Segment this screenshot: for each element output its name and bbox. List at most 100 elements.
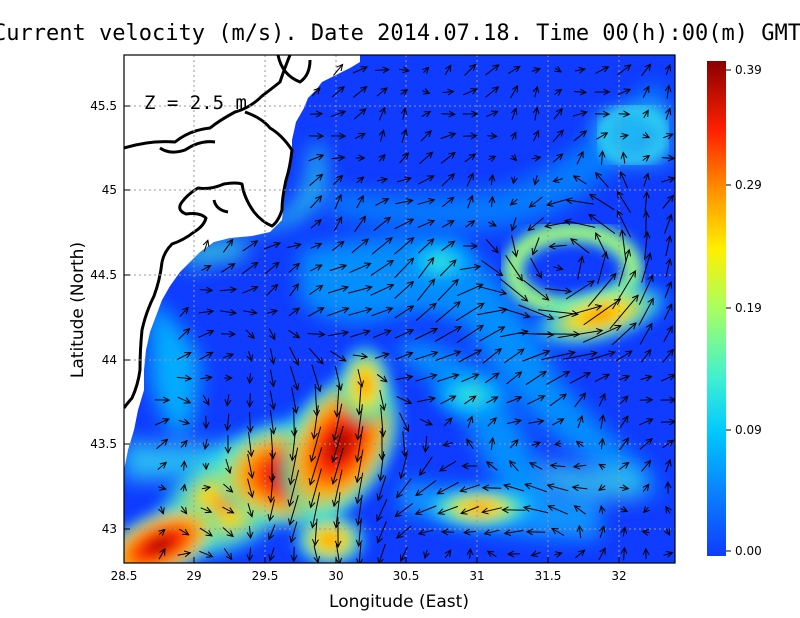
depth-label: Z = 2.5 m (144, 92, 247, 114)
velocity-arrow (358, 494, 363, 525)
velocity-arrow (533, 237, 540, 254)
map-title: Current velocity (m/s). Date 2014.07.18.… (0, 21, 800, 46)
velocity-arrow (535, 108, 537, 121)
velocity-arrow (336, 543, 339, 563)
velocity-arrow (574, 393, 586, 408)
velocity-arrow (380, 451, 383, 480)
velocity-arrow (440, 153, 455, 164)
velocity-arrow (538, 309, 578, 314)
colorbar-scale (707, 61, 726, 556)
velocity-arrow (420, 131, 431, 142)
velocity-arrow (665, 259, 670, 278)
velocity-arrow (356, 196, 364, 209)
velocity-arrow (464, 531, 476, 532)
colorbar: 0.39 0.29 0.19 0.09 0.00 (707, 61, 762, 558)
velocity-arrow (525, 371, 546, 386)
velocity-arrow (199, 550, 212, 556)
velocity-arrow (663, 134, 673, 137)
colorbar-tick-label: 0.29 (735, 178, 762, 192)
velocity-arrow (548, 485, 569, 492)
velocity-arrow (178, 420, 189, 423)
velocity-arrow (445, 550, 450, 559)
velocity-arrow (491, 175, 492, 186)
velocity-arrow (645, 232, 648, 260)
velocity-arrow (378, 108, 384, 121)
velocity-arrow (310, 244, 322, 249)
velocity-arrow (309, 265, 322, 272)
velocity-arrow (642, 86, 649, 98)
velocity-arrow (487, 136, 496, 137)
velocity-arrow (376, 373, 387, 381)
x-tick-label: 29.5 (252, 569, 279, 583)
velocity-arrow (518, 304, 554, 319)
velocity-arrow (291, 521, 298, 543)
velocity-arrow (477, 309, 507, 316)
velocity-arrow (403, 431, 405, 457)
velocity-arrow (552, 419, 563, 426)
velocity-arrow (221, 264, 234, 273)
velocity-arrow (378, 475, 387, 500)
velocity-arrow (638, 299, 653, 326)
velocity-arrow (327, 332, 348, 336)
y-tick-label: 44.5 (90, 268, 117, 282)
velocity-arrow (506, 420, 521, 423)
velocity-arrow (264, 262, 279, 274)
velocity-arrow (292, 427, 297, 461)
velocity-arrow (271, 429, 273, 458)
velocity-arrow (353, 109, 365, 120)
velocity-arrow (357, 472, 364, 504)
velocity-arrow (485, 87, 499, 98)
velocity-arrow (509, 440, 518, 449)
velocity-arrow (416, 480, 437, 496)
velocity-arrow (375, 199, 389, 206)
velocity-arrow (402, 130, 406, 143)
velocity-arrow (506, 397, 522, 404)
velocity-arrow (645, 192, 647, 212)
velocity-arrow (505, 255, 523, 280)
velocity-arrow (441, 221, 454, 228)
velocity-arrow (660, 375, 675, 382)
velocity-arrow (179, 308, 188, 317)
velocity-arrow (348, 287, 372, 294)
velocity-arrow (333, 65, 342, 76)
velocity-arrow (415, 303, 436, 321)
velocity-arrow (553, 179, 563, 182)
velocity-arrow (488, 551, 497, 558)
velocity-arrow (269, 524, 276, 540)
velocity-arrow (270, 348, 273, 364)
velocity-arrow (397, 478, 412, 498)
x-tick-label: 32 (611, 569, 626, 583)
velocity-arrow (620, 509, 628, 512)
velocity-arrow (510, 461, 519, 472)
velocity-arrow (349, 263, 370, 274)
velocity-arrow (181, 506, 186, 513)
velocity-arrow (158, 549, 165, 560)
velocity-arrow (376, 179, 387, 181)
velocity-arrow (156, 439, 168, 450)
velocity-arrow (601, 415, 603, 429)
velocity-arrow (315, 518, 317, 546)
velocity-arrow (500, 331, 528, 338)
velocity-arrow (577, 257, 583, 280)
velocity-arrow (639, 419, 653, 426)
velocity-arrow (378, 521, 387, 542)
x-axis: 28.5 29 29.5 30 30.5 31 31.5 32 Longitud… (111, 557, 627, 612)
velocity-arrow (444, 65, 451, 75)
velocity-arrow (624, 548, 625, 561)
velocity-arrow (421, 111, 431, 116)
velocity-arrow (643, 531, 650, 532)
velocity-arrow (601, 439, 602, 450)
velocity-arrow (618, 191, 631, 213)
velocity-arrow (401, 453, 408, 479)
velocity-arrow (401, 546, 408, 561)
velocity-arrow (619, 438, 629, 451)
velocity-arrow (618, 376, 629, 380)
velocity-arrow (524, 507, 549, 514)
velocity-arrow (419, 530, 434, 534)
velocity-arrow (358, 369, 362, 387)
velocity-arrow (555, 444, 562, 445)
velocity-arrow (227, 394, 229, 405)
velocity-arrow (334, 195, 341, 210)
velocity-arrow (425, 549, 427, 558)
velocity-arrow (599, 464, 605, 467)
